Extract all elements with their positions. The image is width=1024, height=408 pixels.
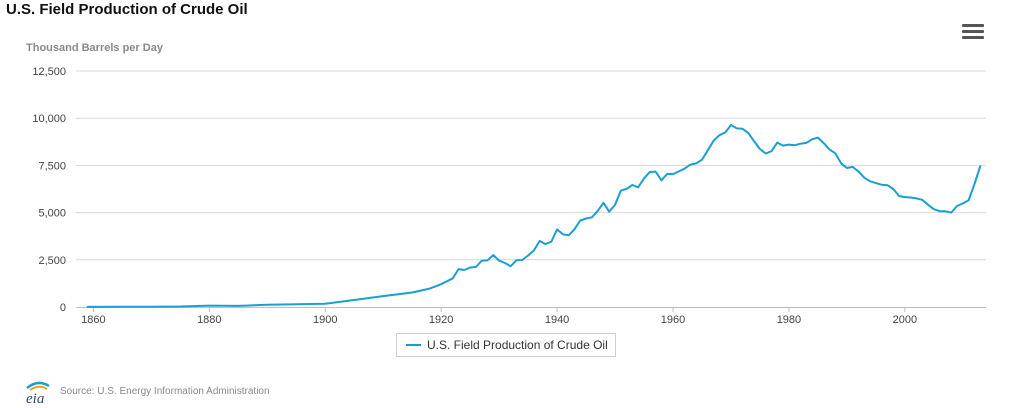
legend-label: U.S. Field Production of Crude Oil bbox=[427, 338, 608, 352]
x-tick-label: 1940 bbox=[545, 314, 569, 326]
y-axis-label: Thousand Barrels per Day bbox=[26, 42, 163, 54]
source-text: Source: U.S. Energy Information Administ… bbox=[60, 386, 270, 397]
y-tick-label: 7,500 bbox=[38, 160, 66, 172]
eia-logo: eia bbox=[26, 381, 50, 406]
y-tick-label: 10,000 bbox=[32, 113, 66, 125]
y-tick-label: 2,500 bbox=[38, 255, 66, 267]
x-tick-label: 1960 bbox=[661, 314, 685, 326]
gridlines bbox=[76, 70, 986, 261]
hamburger-menu-icon[interactable] bbox=[962, 24, 984, 42]
x-tick-label: 1920 bbox=[429, 314, 453, 326]
chart-title: U.S. Field Production of Crude Oil bbox=[6, 1, 248, 18]
x-tick-label: 1980 bbox=[777, 314, 801, 326]
x-tick-label: 1860 bbox=[81, 314, 105, 326]
series-lines bbox=[86, 124, 982, 308]
eia-logo-text: eia bbox=[26, 391, 44, 406]
y-axis-ticks: 0 2,500 5,000 7,500 10,000 12,500 bbox=[32, 66, 66, 314]
x-tick-label: 2000 bbox=[893, 314, 917, 326]
series-line[interactable] bbox=[86, 124, 982, 308]
y-tick-label: 5,000 bbox=[38, 208, 66, 220]
x-tick-label: 1900 bbox=[313, 314, 337, 326]
x-axis: 1860 1880 1900 1920 1940 1960 1980 2000 bbox=[76, 307, 986, 326]
y-tick-label: 12,500 bbox=[32, 66, 66, 78]
y-tick-label: 0 bbox=[60, 302, 66, 314]
legend-swatch bbox=[406, 344, 421, 346]
x-tick-label: 1880 bbox=[197, 314, 221, 326]
legend-item[interactable]: U.S. Field Production of Crude Oil bbox=[396, 333, 616, 357]
